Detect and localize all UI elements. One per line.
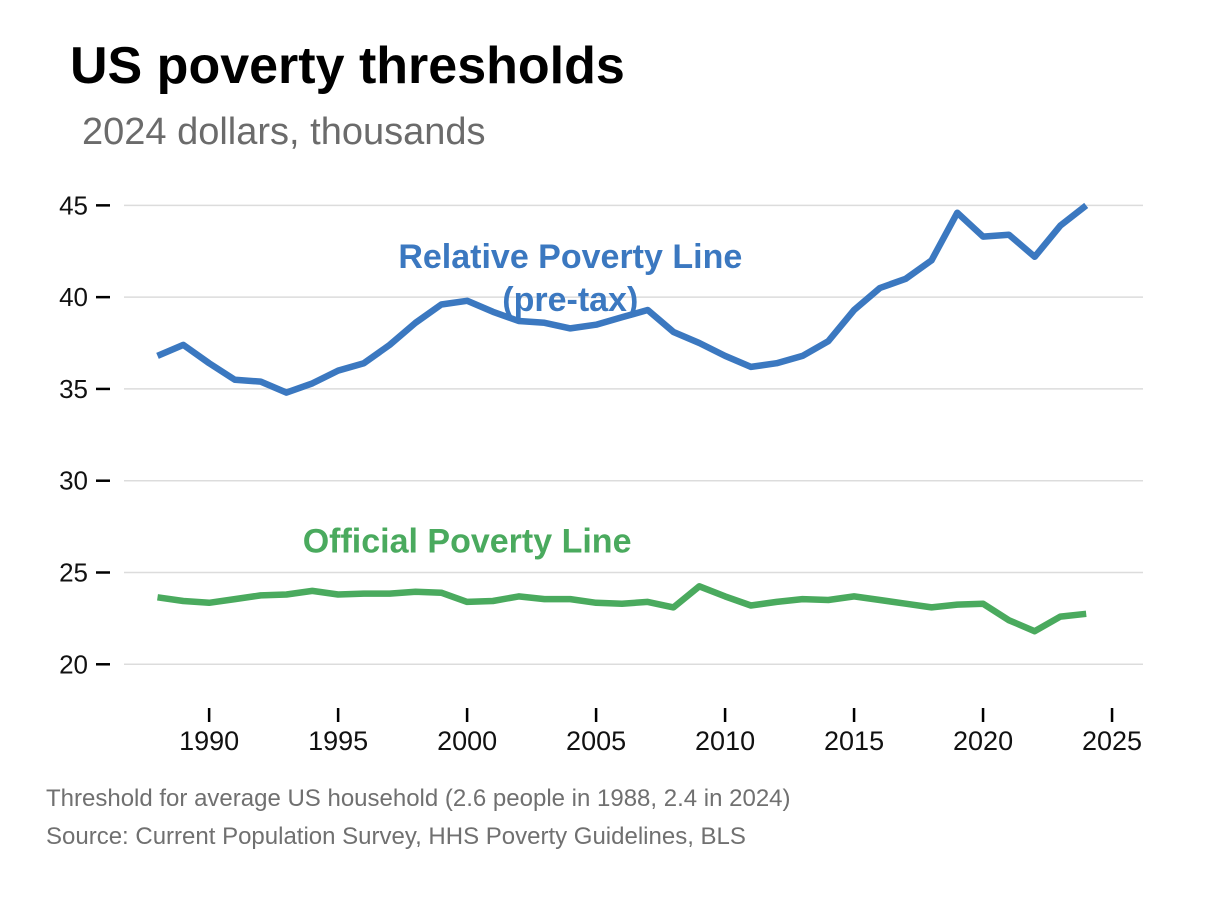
series-labels: Relative Poverty Line (pre-tax) Official P… xyxy=(303,238,743,561)
source-note: Source: Current Population Survey, HHS P… xyxy=(46,823,746,850)
y-tick-label: 45 xyxy=(59,190,88,220)
x-tick-label: 2020 xyxy=(953,726,1013,756)
series-label: (pre-tax) xyxy=(502,281,638,319)
y-tick-label: 25 xyxy=(59,558,88,588)
series-label: Official Poverty Line xyxy=(303,522,632,560)
x-tick-label: 2010 xyxy=(695,726,755,756)
chart-title: US poverty thresholds xyxy=(70,37,625,95)
chart-subtitle: 2024 dollars, thousands xyxy=(82,111,486,153)
series-line-official xyxy=(157,583,1087,635)
y-tick-label: 30 xyxy=(59,466,88,496)
series-line-relative xyxy=(156,202,1089,396)
series-label: Relative Poverty Line xyxy=(398,238,742,276)
x-tick-label: 2005 xyxy=(566,726,626,756)
x-tick-label: 2025 xyxy=(1082,726,1142,756)
y-axis: 20 25 30 35 40 45 xyxy=(59,190,110,679)
gridlines xyxy=(124,204,1143,666)
footnote: Threshold for average US household (2.6 … xyxy=(46,785,791,812)
y-tick-label: 40 xyxy=(59,282,88,312)
x-tick-label: 2015 xyxy=(824,726,884,756)
x-tick-label: 1990 xyxy=(179,726,239,756)
x-tick-label: 1995 xyxy=(308,726,368,756)
series-lines xyxy=(156,202,1089,635)
y-tick-label: 20 xyxy=(59,649,88,679)
x-tick-label: 2000 xyxy=(437,726,497,756)
x-axis: 1990 1995 2000 2005 2010 2015 2020 2025 xyxy=(179,708,1142,756)
y-tick-label: 35 xyxy=(59,374,88,404)
